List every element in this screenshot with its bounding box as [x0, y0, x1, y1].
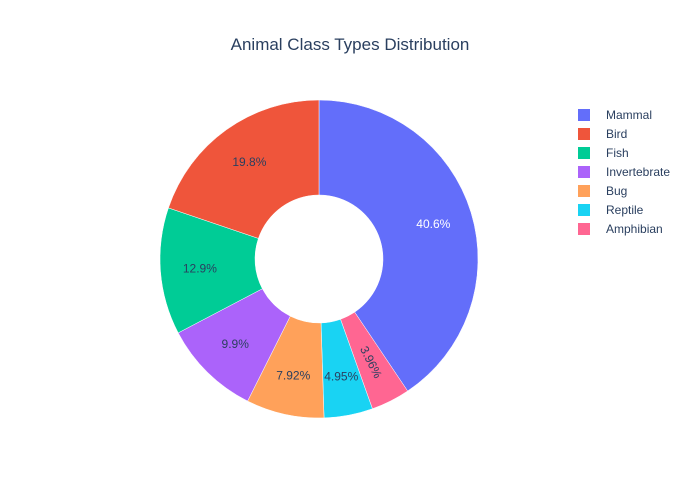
legend-swatch-amphibian [578, 223, 590, 235]
legend-item-bird[interactable]: Bird [578, 127, 627, 141]
legend-item-bug[interactable]: Bug [578, 184, 627, 198]
legend-swatch-bug [578, 185, 590, 197]
legend-item-mammal[interactable]: Mammal [578, 108, 652, 122]
legend-swatch-bird [578, 128, 590, 140]
legend: Mammal Bird Fish Invertebrate Bug Reptile Amph… [578, 108, 670, 236]
chart-title: Animal Class Types Distribution [231, 35, 470, 54]
legend-item-invertebrate[interactable]: Invertebrate [578, 165, 670, 179]
legend-swatch-mammal [578, 109, 590, 121]
legend-item-fish[interactable]: Fish [578, 146, 629, 160]
slice-label-fish: 12.9% [183, 261, 217, 275]
legend-swatch-fish [578, 147, 590, 159]
legend-label-bug: Bug [606, 184, 627, 198]
slice-label-bird: 19.8% [232, 155, 266, 169]
legend-label-amphibian: Amphibian [606, 222, 663, 236]
slice-label-mammal: 40.6% [416, 217, 450, 231]
slice-label-bug: 7.92% [276, 369, 310, 383]
slice-label-invertebrate: 9.9% [222, 337, 250, 351]
legend-item-reptile[interactable]: Reptile [578, 203, 644, 217]
slice-mammal[interactable] [318, 99, 479, 392]
donut-slices [159, 99, 479, 419]
legend-swatch-reptile [578, 204, 590, 216]
slice-label-reptile: 4.95% [324, 369, 358, 383]
legend-label-bird: Bird [606, 127, 627, 141]
legend-swatch-invertebrate [578, 166, 590, 178]
legend-label-fish: Fish [606, 146, 629, 160]
legend-item-amphibian[interactable]: Amphibian [578, 222, 663, 236]
legend-label-mammal: Mammal [606, 108, 652, 122]
legend-label-invertebrate: Invertebrate [606, 165, 670, 179]
slice-fish[interactable] [159, 207, 263, 334]
legend-label-reptile: Reptile [606, 203, 644, 217]
slice-bird[interactable] [168, 99, 320, 239]
